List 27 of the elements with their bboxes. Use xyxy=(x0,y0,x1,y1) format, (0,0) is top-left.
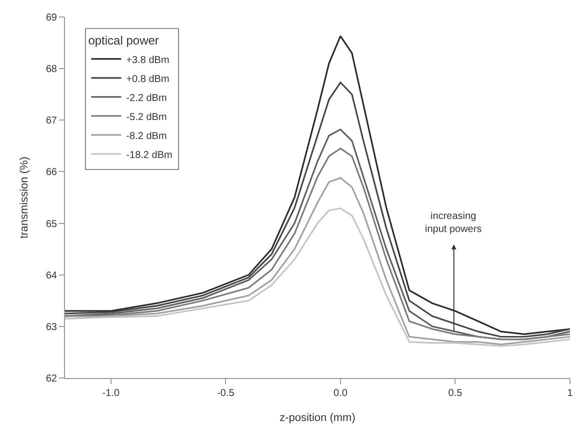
y-tick-label: 65 xyxy=(46,218,58,230)
legend-label: +3.8 dBm xyxy=(126,54,170,66)
x-tick-label: 0.5 xyxy=(448,388,463,399)
y-tick-label: 63 xyxy=(46,322,58,333)
x-tick-label: -0.5 xyxy=(217,388,235,399)
legend-title: optical power xyxy=(88,33,159,48)
y-tick-label: 64 xyxy=(46,270,58,282)
annotation: increasing input powers xyxy=(425,211,482,235)
legend-label: -18.2 dBm xyxy=(126,150,172,161)
legend-label: +0.8 dBm xyxy=(126,74,170,85)
legend-label: -2.2 dBm xyxy=(126,92,167,104)
y-tick-label: 69 xyxy=(46,12,58,24)
line-series xyxy=(65,177,570,346)
y-tick-label: 66 xyxy=(46,167,58,178)
y-axis-title: transmission (%) xyxy=(18,156,31,238)
line-series xyxy=(65,82,570,338)
y-tick-label: 62 xyxy=(46,374,58,384)
x-tick-label: 0.0 xyxy=(333,388,348,399)
line-series xyxy=(65,208,570,347)
legend-label: -8.2 dBm xyxy=(126,130,167,142)
x-tick-label: -1.0 xyxy=(102,388,120,399)
y-tick-label: 68 xyxy=(46,64,58,76)
legend-label: -5.2 dBm xyxy=(126,112,167,123)
x-tick-label: 1 xyxy=(567,388,574,399)
x-axis-title: z-position (mm) xyxy=(280,412,356,424)
line-series xyxy=(65,35,570,335)
y-tick-label: 67 xyxy=(46,116,58,127)
